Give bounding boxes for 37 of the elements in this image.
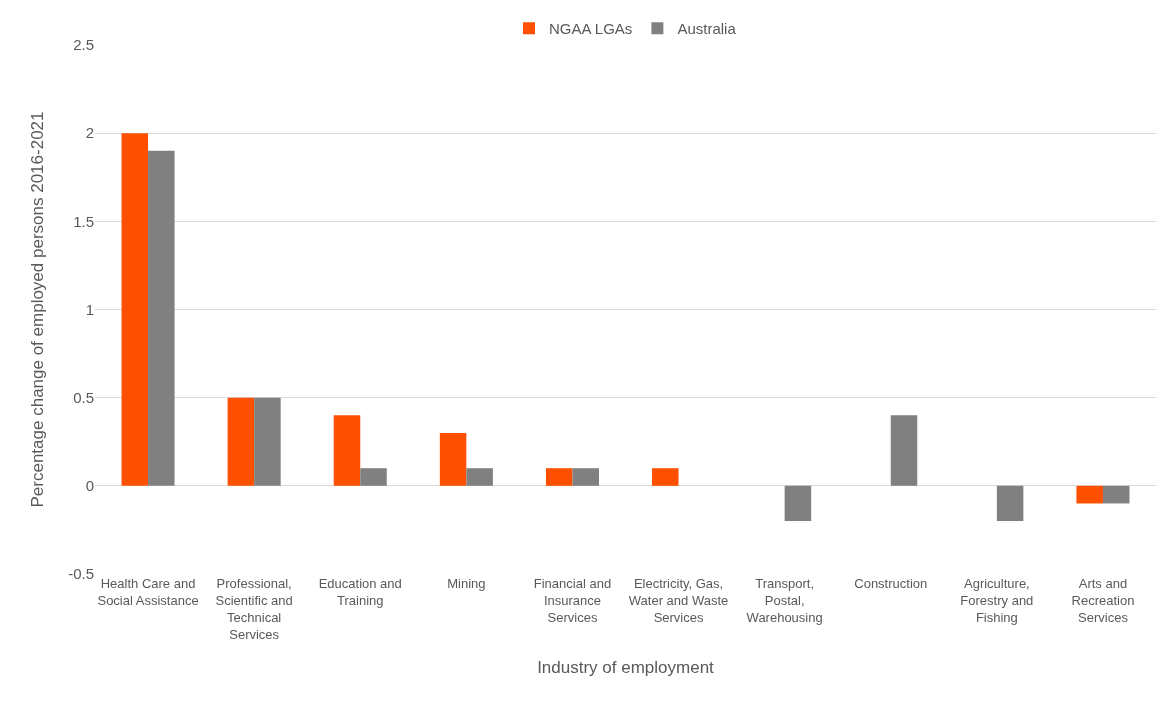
y-axis-title: Percentage change of employed persons 2016-2021 — [27, 111, 47, 508]
bar — [784, 485, 812, 522]
y-tick-label: 2 — [85, 124, 94, 142]
bar — [227, 397, 255, 486]
bar — [545, 468, 573, 486]
x-tick-label: Agriculture, Forestry and Fishing — [960, 576, 1034, 625]
bar — [890, 415, 918, 486]
legend-label: Australia — [677, 20, 737, 38]
x-tick-label: Professional, Scientific and Technical Services — [215, 576, 293, 642]
y-tick-label: 2.5 — [73, 36, 94, 54]
bar — [996, 485, 1024, 522]
bar — [572, 468, 599, 486]
x-tick-label: Financial and Insurance Services — [533, 576, 612, 625]
bar — [652, 468, 679, 486]
x-tick-label: Education and Training — [318, 576, 402, 608]
y-tick-label: 0.5 — [73, 388, 94, 406]
x-tick-label: Construction — [854, 576, 928, 591]
bar — [333, 415, 361, 486]
y-tick-label: -0.5 — [68, 565, 94, 583]
bar — [466, 468, 493, 486]
y-tick-label: 1 — [85, 300, 94, 318]
x-tick-label: Arts and Recreation Services — [1071, 576, 1135, 625]
bar — [360, 468, 387, 486]
x-tick-label: Mining — [447, 576, 486, 591]
bar — [1102, 485, 1130, 504]
bar — [254, 397, 281, 486]
x-tick-label: Transport, Postal, Warehousing — [746, 576, 823, 625]
x-tick-label: Electricity, Gas, Water and Waste Services — [628, 576, 729, 625]
bar — [148, 150, 175, 486]
bar — [1076, 485, 1103, 504]
x-tick-label: Health Care and Social Assistance — [97, 576, 199, 608]
bar — [439, 432, 467, 486]
x-axis-title: Industry of employment — [537, 658, 715, 678]
bar — [121, 133, 149, 486]
legend-label: NGAA LGAs — [549, 20, 633, 38]
y-tick-label: 0 — [85, 477, 94, 495]
y-tick-label: 1.5 — [73, 212, 94, 230]
